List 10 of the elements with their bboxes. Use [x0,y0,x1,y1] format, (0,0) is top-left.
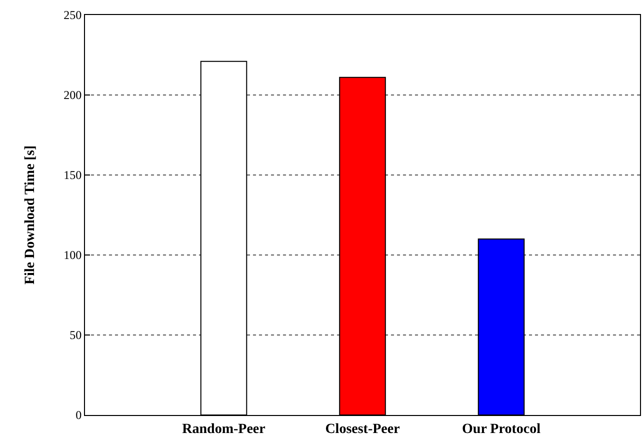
x-tick-label: Closest-Peer [325,422,400,437]
y-tick-label: 150 [64,168,82,182]
y-tick-label: 100 [64,248,82,262]
y-axis-title: File Download Time [s] [23,145,38,285]
y-tick-label: 200 [64,88,82,102]
x-tick-label: Our Protocol [462,422,541,437]
y-tick-label: 0 [76,408,82,422]
y-tick-label: 50 [70,328,82,342]
y-tick-label: 250 [64,8,82,22]
x-tick-label: Random-Peer [182,422,266,437]
